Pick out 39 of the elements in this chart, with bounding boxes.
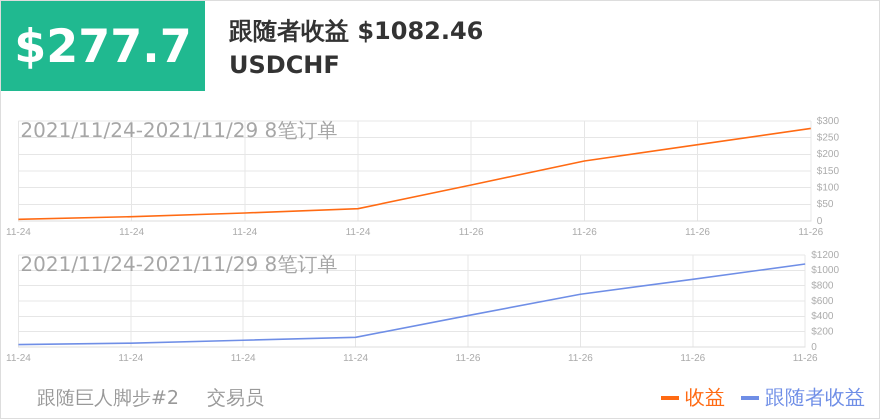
x-tick-label: 11-24 — [6, 352, 32, 364]
x-tick-label: 11-24 — [6, 226, 32, 238]
y-tick-label: $800 — [811, 280, 834, 292]
x-tick-label: 11-24 — [230, 352, 256, 364]
x-tick-label: 11-24 — [346, 226, 371, 238]
y-tick-label: $600 — [811, 296, 834, 307]
y-tick-label: $200 — [816, 149, 840, 160]
x-tick-label: 11-24 — [118, 352, 144, 364]
y-tick-label: 0 — [816, 216, 823, 227]
text: 交易员 — [207, 387, 264, 409]
x-tick-label: 11-26 — [568, 352, 594, 364]
legend-label: 收益 — [685, 384, 725, 411]
x-tick-label: 11-26 — [792, 352, 818, 364]
x-tick-label: 11-26 — [458, 226, 484, 238]
x-tick-label: 11-24 — [343, 352, 368, 364]
y-tick-label: $300 — [816, 116, 840, 127]
text: $277.7 — [1, 1, 205, 91]
x-tick-label: 11-26 — [456, 352, 481, 364]
y-tick-label: $100 — [816, 182, 840, 194]
y-tick-label: $400 — [811, 311, 834, 322]
chart-title: 2021/11/24-2021/11/29 8笔订单 — [20, 252, 338, 276]
y-tick-label: $50 — [816, 199, 834, 210]
y-tick-label: $250 — [816, 132, 840, 144]
x-tick-label: 11-24 — [119, 226, 144, 238]
text: 跟随者收益 $1082.46 — [229, 16, 484, 47]
text: USDCHF — [229, 51, 340, 79]
y-tick-label: 0 — [811, 342, 818, 353]
text: 跟随巨人脚步#2 — [37, 387, 180, 409]
chart-title: 2021/11/24-2021/11/29 8笔订单 — [20, 118, 338, 142]
x-tick-label: 11-26 — [798, 226, 824, 238]
x-tick-label: 11-26 — [572, 226, 598, 238]
x-tick-label: 11-26 — [680, 352, 706, 364]
y-tick-label: $1200 — [811, 250, 840, 261]
y-tick-label: $1000 — [811, 265, 840, 276]
legend-label: 跟随者收益 — [765, 384, 865, 411]
x-tick-label: 11-26 — [685, 226, 710, 238]
y-tick-label: $200 — [811, 326, 834, 338]
x-tick-label: 11-24 — [232, 226, 258, 238]
y-tick-label: $150 — [816, 166, 840, 177]
